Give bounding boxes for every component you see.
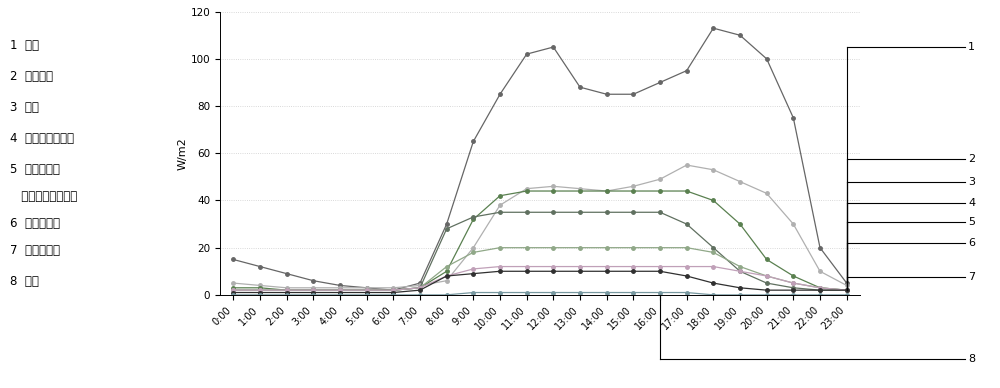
Text: 7  办公制冷站: 7 办公制冷站 — [10, 244, 60, 258]
Text: 1: 1 — [968, 42, 975, 52]
Text: 4  办公（含空调）: 4 办公（含空调） — [10, 132, 74, 145]
Text: 5: 5 — [968, 217, 975, 227]
Text: 6  小型办公类: 6 小型办公类 — [10, 217, 60, 230]
Text: 8  车库: 8 车库 — [10, 275, 39, 289]
Text: 6: 6 — [968, 237, 975, 248]
Text: 1  餐饮: 1 餐饮 — [10, 39, 39, 52]
Y-axis label: W/m2: W/m2 — [178, 137, 188, 170]
Text: 4: 4 — [968, 197, 975, 208]
Text: 5  商场制冷站: 5 商场制冷站 — [10, 163, 60, 176]
Text: 8: 8 — [968, 354, 975, 364]
Text: 2  娱乐电玩: 2 娱乐电玩 — [10, 70, 53, 83]
Text: 7: 7 — [968, 272, 975, 282]
Text: 3  零售: 3 零售 — [10, 101, 39, 114]
Text: 2: 2 — [968, 154, 975, 164]
Text: 3: 3 — [968, 177, 975, 187]
Text: （单位空调面积）: （单位空调面积） — [10, 190, 77, 203]
